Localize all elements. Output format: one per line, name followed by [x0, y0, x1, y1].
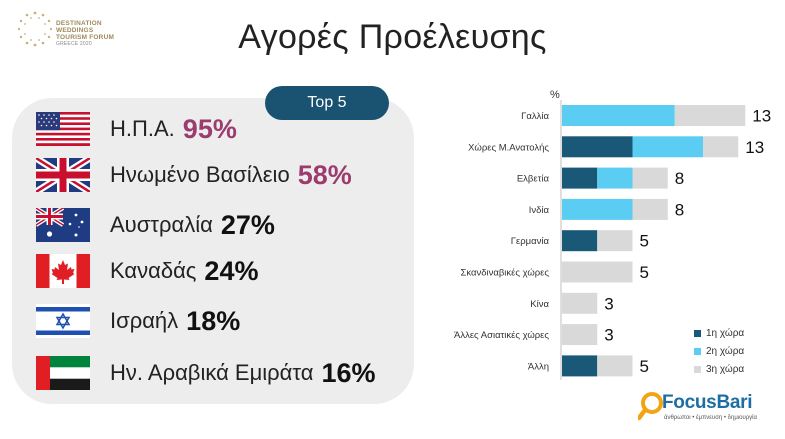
market-name: Ην. Αραβικά Εμιράτα — [110, 360, 314, 385]
legend-swatch-1 — [694, 329, 701, 337]
chart-legend: 1η χώρα 2η χώρα 3η χώρα — [694, 324, 744, 378]
market-percent: 16% — [321, 357, 376, 388]
market-row-israel: Ισραήλ 18% — [36, 303, 240, 339]
chart-total-label: 5 — [640, 357, 649, 376]
legend-item: 1η χώρα — [694, 324, 744, 342]
canada-flag-icon — [36, 254, 90, 288]
chart-svg: %Γαλλία 13 Χώρες Μ.Ανατολής 13 Ελβετία 8 Ινδία… — [454, 89, 771, 380]
uk-flag-icon — [36, 158, 90, 192]
legend-item: 2η χώρα — [694, 342, 744, 360]
chart-bar-segment — [562, 198, 633, 220]
top5-badge: Top 5 — [265, 86, 389, 120]
legend-item: 3η χώρα — [694, 360, 744, 378]
focusbari-logo: FocusBari άνθρωποι • έμπνευση • δημιουργ… — [638, 388, 778, 428]
origin-markets-chart: % Γαλλία 13 Χώρες Μ.Ανατολής 13 Ελβετία 8 Ινδία… — [420, 84, 785, 384]
chart-bar-segment — [562, 136, 633, 158]
market-name: Ηνωμένο Βασίλειο — [110, 162, 290, 187]
chart-total-label: 3 — [604, 294, 613, 313]
chart-category-label: Άλλη — [528, 361, 549, 372]
chart-bar-segment — [632, 198, 668, 220]
market-percent: 95% — [182, 113, 237, 144]
chart-total-label: 3 — [604, 326, 613, 345]
legend-label: 3η χώρα — [706, 363, 745, 375]
market-row-australia: Αυστραλία 27% — [36, 207, 275, 243]
chart-bar-segment — [562, 355, 598, 377]
chart-category-label: Γερμανία — [511, 236, 550, 247]
market-row-uae: Ην. Αραβικά Εμιράτα 16% — [36, 355, 376, 391]
chart-bar-segment — [597, 167, 633, 189]
legend-label: 2η χώρα — [706, 345, 745, 357]
chart-bar-segment — [597, 355, 633, 377]
market-name: Καναδάς — [110, 258, 197, 283]
chart-category-label: Σκανδιναβικές χώρες — [460, 268, 549, 279]
market-percent: 27% — [220, 209, 275, 240]
us-flag-icon — [36, 112, 90, 146]
market-row-usa: Η.Π.Α. 95% — [36, 111, 237, 147]
chart-unit-label: % — [550, 89, 560, 101]
logo-line-2: TOURISM FORUM — [56, 34, 115, 41]
market-row-uk: Ηνωμένο Βασίλειο 58% — [36, 157, 352, 193]
chart-total-label: 13 — [752, 107, 771, 126]
logo-line-1: DESTINATION WEDDINGS — [56, 20, 102, 34]
legend-swatch-2 — [694, 347, 701, 355]
destination-weddings-logo: DESTINATION WEDDINGS TOURISM FORUM GREEC… — [16, 8, 136, 52]
chart-bar-segment — [562, 167, 598, 189]
chart-bar-segment — [562, 261, 633, 283]
chart-bar-segment — [632, 136, 703, 158]
market-percent: 24% — [204, 255, 259, 286]
market-name: Αυστραλία — [110, 212, 213, 237]
chart-total-label: 8 — [675, 200, 684, 219]
chart-bar-segment — [562, 324, 598, 346]
market-name: Η.Π.Α. — [110, 116, 175, 141]
chart-bar-segment — [562, 105, 675, 126]
market-percent: 18% — [186, 305, 241, 336]
logo-ring-icon — [17, 11, 53, 47]
market-percent: 58% — [297, 159, 352, 190]
chart-category-label: Κίνα — [530, 299, 549, 310]
chart-total-label: 13 — [745, 138, 764, 157]
market-name: Ισραήλ — [110, 308, 179, 333]
chart-category-label: Άλλες Ασιατικές χώρες — [454, 330, 549, 341]
chart-category-label: Ινδία — [529, 205, 550, 216]
chart-bar-segment — [632, 167, 668, 189]
chart-total-label: 8 — [675, 169, 684, 188]
chart-category-label: Γαλλία — [521, 111, 549, 122]
chart-bar-segment — [562, 230, 598, 252]
chart-bar-segment — [703, 136, 739, 158]
israel-flag-icon — [36, 304, 90, 338]
legend-label: 1η χώρα — [706, 327, 745, 339]
chart-total-label: 5 — [640, 263, 649, 282]
markets-panel — [12, 98, 414, 404]
chart-category-label: Ελβετία — [517, 174, 550, 185]
chart-total-label: 5 — [640, 232, 649, 251]
logo-line-3: GREECE 2020 — [56, 41, 92, 47]
chart-bar-segment — [597, 230, 633, 252]
magnifier-icon — [638, 392, 663, 421]
uae-flag-icon — [36, 356, 90, 390]
brand-tagline: άνθρωποι • έμπνευση • δημιουργία — [664, 415, 757, 421]
logo-text: DESTINATION WEDDINGS TOURISM FORUM GREEC… — [56, 20, 136, 48]
australia-flag-icon — [36, 208, 90, 242]
chart-bar-segment — [674, 105, 746, 126]
chart-category-label: Χώρες Μ.Ανατολής — [468, 142, 549, 153]
chart-bar-segment — [562, 292, 598, 314]
legend-swatch-3 — [694, 365, 701, 373]
market-row-canada: Καναδάς 24% — [36, 253, 258, 289]
page-title: Αγορές Προέλευσης — [238, 18, 547, 56]
brand-name: FocusBari — [662, 392, 753, 413]
